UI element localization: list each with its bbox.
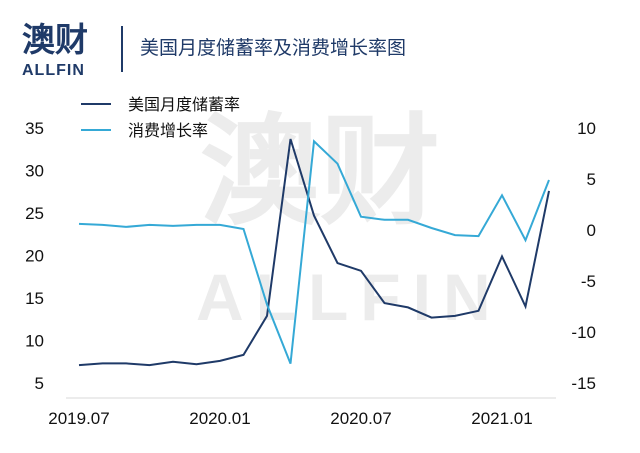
chart-title: 美国月度储蓄率及消费增长率图 (140, 37, 407, 59)
y-left-tick-label: 15 (25, 289, 44, 308)
y-right-tick-label: 5 (587, 170, 596, 189)
y-left-tick-label: 10 (25, 332, 44, 351)
logo-cn-text: 澳财 (22, 20, 88, 59)
x-tick-label: 2020.07 (330, 409, 391, 428)
legend-label: 消费增长率 (128, 121, 208, 140)
y-right-tick-label: -10 (571, 323, 596, 342)
y-left-tick-label: 30 (25, 162, 44, 181)
y-left-tick-label: 25 (25, 204, 44, 223)
series-line-savings-rate (78, 138, 550, 367)
header-divider (121, 26, 123, 72)
x-tick-label: 2021.01 (471, 409, 532, 428)
y-right-tick-label: -15 (571, 374, 596, 393)
logo-en-text: ALLFIN (22, 62, 85, 79)
series-line-consumption-growth (78, 139, 550, 364)
y-left-tick-label: 5 (35, 374, 44, 393)
y-left-tick-label: 20 (25, 247, 44, 266)
x-tick-label: 2019.07 (48, 409, 109, 428)
legend-label: 美国月度储蓄率 (128, 95, 240, 114)
y-left-tick-label: 35 (25, 119, 44, 138)
y-right-tick-label: -5 (581, 272, 596, 291)
y-right-tick-label: 0 (587, 221, 596, 240)
y-right-tick-label: 10 (577, 119, 596, 138)
x-tick-label: 2020.01 (189, 409, 250, 428)
brand-logo: 澳财 ALLFIN (22, 20, 122, 80)
